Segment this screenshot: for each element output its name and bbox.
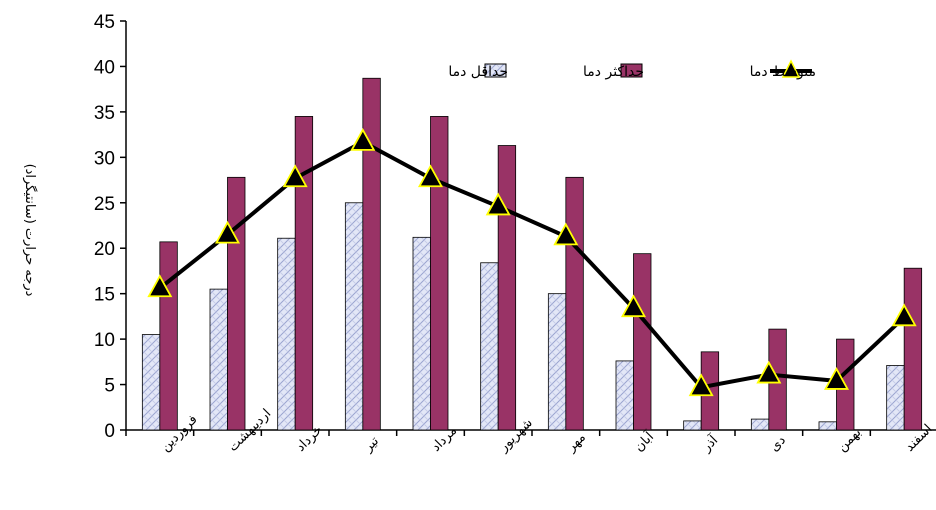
bar-max-temp (565, 176, 584, 431)
avg-temp-marker (350, 128, 376, 151)
x-category-label: مهر (563, 430, 589, 456)
avg-temp-marker (620, 294, 647, 318)
legend-label-max: حداکثر دما (583, 64, 644, 80)
legend-swatch-max (620, 63, 643, 78)
legend-label-avg: متوسط دما (750, 64, 816, 80)
avg-temp-marker (891, 303, 917, 327)
x-category-label: دی (767, 433, 789, 455)
legend-marker-avg (781, 59, 801, 78)
bar-min-temp (412, 236, 431, 431)
avg-temp-marker (756, 360, 782, 384)
bar-min-temp (141, 334, 161, 431)
y-tick-label: 25 (94, 194, 115, 215)
avg-temp-marker (282, 164, 308, 188)
y-axis-label: درجه حرارت (سانتیگراد) (22, 164, 38, 297)
avg-temp-marker (485, 192, 511, 216)
y-tick-label: 30 (94, 148, 115, 169)
bar-min-temp (615, 360, 634, 431)
legend-swatch-min (484, 63, 507, 78)
y-tick-label: 35 (94, 103, 115, 124)
bar-min-temp (480, 262, 499, 431)
bar-min-temp (750, 418, 770, 431)
legend-label-min: حداقل دما (448, 64, 508, 80)
y-tick-label: 10 (94, 330, 115, 351)
y-tick-label: 0 (104, 421, 115, 442)
bar-min-temp (683, 420, 702, 431)
y-tick-label: 20 (94, 239, 115, 260)
bar-max-temp (903, 267, 923, 431)
bar-max-temp (497, 145, 517, 431)
bar-min-temp (209, 288, 228, 431)
bar-max-temp (430, 116, 449, 431)
bar-min-temp (547, 293, 567, 431)
avg-temp-line (158, 139, 906, 390)
avg-temp-marker (147, 274, 173, 298)
bar-max-temp (294, 116, 314, 431)
avg-temp-marker (688, 373, 714, 397)
avg-temp-marker (553, 222, 579, 246)
avg-temp-marker (823, 367, 850, 390)
bar-max-temp (159, 241, 178, 431)
bar-max-temp (362, 77, 381, 431)
x-category-label: آبان (630, 427, 658, 455)
y-tick-label: 45 (94, 12, 115, 33)
bar-min-temp (818, 421, 837, 431)
bar-min-temp (886, 365, 905, 431)
bar-min-temp (344, 202, 364, 431)
legend: حداقل دما حداکثر دما متوسط دما (448, 59, 816, 80)
avg-temp-marker (214, 220, 241, 244)
bar-min-temp (277, 237, 296, 431)
bar-max-temp (227, 176, 246, 431)
bar-max-temp (633, 253, 652, 431)
x-category-label: تیر (360, 434, 382, 456)
y-tick-label: 5 (104, 376, 115, 397)
y-tick-label: 15 (94, 285, 115, 306)
avg-temp-marker (417, 164, 444, 188)
x-category-label: آذر (697, 431, 722, 456)
y-tick-label: 40 (94, 57, 115, 78)
